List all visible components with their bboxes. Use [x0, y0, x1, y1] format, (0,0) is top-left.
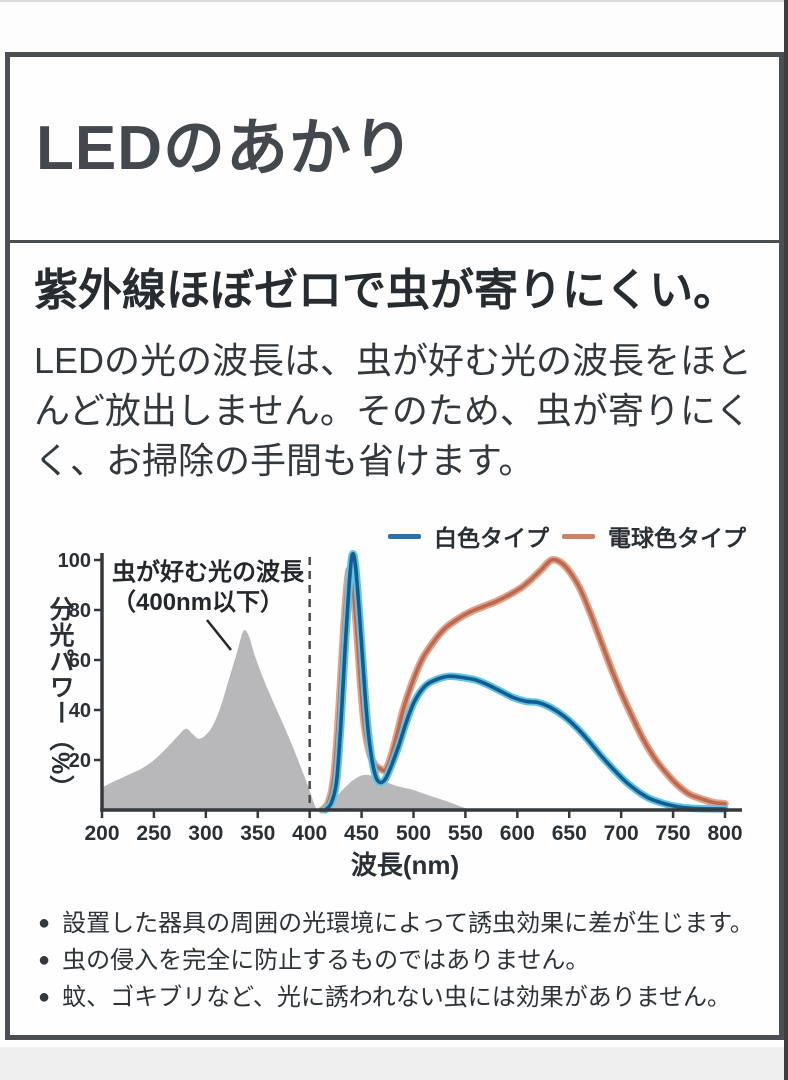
series-line-白色タイプ [323, 551, 727, 812]
y-tick-label-40: 40 [69, 700, 91, 722]
chart-annotation: 虫が好む光の波長 （400nm以下） [112, 558, 304, 618]
area-insect-preferred-uv-region [102, 630, 317, 810]
x-tick-label-700: 700 [604, 822, 639, 845]
note-item: ● 設置した器具の周囲の光環境によって誘虫効果に差が生じます。 [38, 906, 768, 943]
note-text: 設置した器具の周囲の光環境によって誘虫効果に差が生じます。 [62, 910, 754, 937]
section-heading: 紫外線ほぼゼロで虫が寄りにくい。 [34, 266, 738, 315]
spectral-power-chart: 20 40 60 80 100 200 250 300 350 400 450 500 550 600 65… [58, 550, 743, 845]
page-title: LEDのあかり [36, 114, 416, 183]
x-tick-label-400: 400 [292, 822, 327, 845]
panel-title-section [5, 52, 784, 243]
page-bottom-strip [0, 1047, 788, 1080]
y-tick-label-100: 100 [58, 550, 91, 572]
page-top-edge [0, 0, 788, 2]
note-bullet-icon: ● [38, 949, 51, 971]
series-line-電球色タイプ [320, 557, 727, 812]
x-axis-label: 波長(nm) [350, 850, 460, 880]
section-body-text: LEDの光の波長は、虫が好む光の波長をほとんど放出しません。そのため、虫が寄りに… [34, 340, 753, 481]
y-tick-label-60: 60 [69, 650, 91, 672]
x-tick-label-350: 350 [240, 822, 275, 845]
legend-label-bulb-color-type: 電球色タイプ [608, 525, 746, 551]
x-tick-label-800: 800 [707, 822, 742, 845]
notes-list: ● 設置した器具の周囲の光環境によって誘虫効果に差が生じます。 ● 虫の侵入を完全に防… [38, 906, 768, 1017]
y-tick-label-20: 20 [69, 750, 91, 772]
annotation-pointer-line [206, 619, 232, 651]
chart-annotation-line2: （400nm以下） [112, 589, 285, 616]
y-tick-label-80: 80 [69, 600, 91, 622]
area-insect-response-tail [321, 774, 474, 810]
note-bullet-icon: ● [38, 986, 51, 1008]
y-axis-label: 分光パワー（%） [46, 596, 74, 802]
note-item: ● 蚊、ゴキブリなど、光に誘われない虫には効果がありません。 [38, 980, 768, 1017]
note-bullet-icon: ● [38, 912, 51, 934]
x-tick-label-250: 250 [136, 822, 171, 845]
chart-legend: 白色タイプ 電球色タイプ [388, 522, 746, 551]
legend-line-swatch-white-type [388, 533, 421, 539]
page-right-edge [784, 0, 788, 1080]
x-tick-label-300: 300 [188, 822, 223, 845]
led-info-panel [5, 52, 784, 1040]
x-tick-label-750: 750 [656, 822, 691, 845]
chart-annotation-line1: 虫が好む光の波長 [112, 559, 304, 586]
note-text: 虫の侵入を完全に防止するものではありません。 [62, 947, 590, 974]
note-item: ● 虫の侵入を完全に防止するものではありません。 [38, 943, 768, 980]
x-tick-label-200: 200 [84, 822, 119, 845]
x-tick-label-500: 500 [396, 822, 431, 845]
x-tick-label-550: 550 [448, 822, 483, 845]
x-tick-label-450: 450 [344, 822, 379, 845]
legend-label-white-type: 白色タイプ [434, 525, 549, 551]
x-tick-label-650: 650 [552, 822, 587, 845]
x-tick-label-600: 600 [500, 822, 535, 845]
legend-line-swatch-bulb-color-type [562, 533, 595, 539]
note-text: 蚊、ゴキブリなど、光に誘われない虫には効果がありません。 [62, 984, 731, 1011]
